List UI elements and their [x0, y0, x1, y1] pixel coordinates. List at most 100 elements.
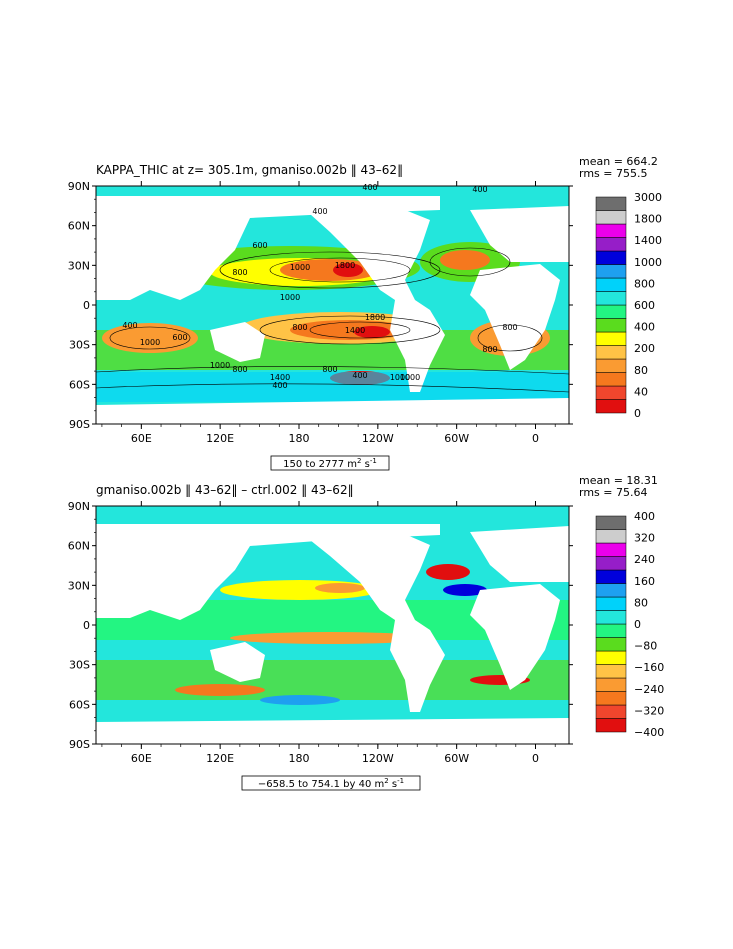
bottom-colorbar-swatch — [595, 542, 627, 557]
bottom-colorbar-swatch — [595, 677, 627, 692]
bottom-stat-rms: rms = 75.64 — [579, 486, 647, 499]
bottom-xtick-label: 120E — [206, 752, 234, 765]
top-land-antarctica — [96, 398, 569, 424]
top-ytick-label: 30S — [69, 339, 90, 352]
top-colorbar-label: 3000 — [634, 191, 662, 204]
top-contour-label: 800 — [502, 323, 517, 332]
top-colorbar-label: 1400 — [634, 234, 662, 247]
bottom-colorbar-label: 240 — [634, 553, 655, 566]
top-colorbar-label: 1000 — [634, 256, 662, 269]
bottom-colorbar-swatch — [595, 556, 627, 571]
top-xtick-label: 0 — [532, 432, 539, 445]
top-colorbar-swatch — [595, 345, 627, 360]
top-stat-mean: mean = 664.2 — [579, 155, 658, 168]
top-contour-label: 800 — [232, 365, 247, 374]
bottom-land-asia — [96, 524, 440, 620]
top-colorbar-swatch — [595, 210, 627, 225]
top-colorbar-label: 80 — [634, 364, 648, 377]
top-colorbar-swatch — [595, 291, 627, 306]
bottom-colorbar-swatch — [595, 515, 627, 530]
bottom-colorbar: 400 320 240 160 80 0 −80 −160 −240 −320 −400 — [595, 510, 664, 739]
top-contour-label: 600 — [172, 333, 187, 342]
top-contour-label: 1800 — [335, 261, 355, 270]
top-colorbar-swatch — [595, 358, 627, 373]
top-stat-rms: rms = 755.5 — [579, 167, 647, 180]
bottom-map — [96, 506, 569, 744]
top-contour-label: 1000 — [210, 361, 230, 370]
bottom-colorbar-swatch — [595, 637, 627, 652]
top-ytick-label: 60S — [69, 378, 90, 391]
bottom-colorbar-label: 0 — [634, 618, 641, 631]
bottom-ytick-label: 60S — [69, 698, 90, 711]
top-land-asia — [96, 196, 440, 300]
top-range-box — [270, 455, 390, 471]
bottom-land-americas — [310, 532, 445, 712]
top-contours — [96, 247, 569, 393]
top-contour-label: 400 — [272, 381, 287, 390]
bottom-xtick-label: 60E — [131, 752, 152, 765]
top-land-americas — [310, 208, 445, 392]
top-contour-label: 400 — [122, 321, 137, 330]
bottom-colorbar-swatch — [595, 664, 627, 679]
top-title: KAPPA_THIC at z= 305.1m, gmaniso.002b ‖ … — [96, 163, 403, 177]
top-colorbar-swatch — [595, 264, 627, 279]
bottom-ytick-label: 30S — [69, 659, 90, 672]
bottom-land — [96, 524, 569, 744]
top-colorbar-swatch — [595, 399, 627, 414]
bottom-land-europe — [470, 526, 569, 582]
bottom-colorbar-swatch — [595, 623, 627, 638]
bottom-ytick-label: 0 — [83, 619, 90, 632]
top-colorbar-swatch — [595, 237, 627, 252]
top-colorbar-swatch — [595, 250, 627, 265]
bottom-feature-spac — [230, 632, 430, 644]
top-contour-label: 1800 — [365, 313, 385, 322]
bottom-colorbar-swatch — [595, 583, 627, 598]
top-colorbar-label: 40 — [634, 385, 648, 398]
top-colorbar-label: 400 — [634, 321, 655, 334]
top-feature-indian — [102, 323, 198, 353]
top-map — [96, 186, 569, 424]
bottom-feature-soc1 — [175, 684, 265, 696]
top-contour-label: 1000 — [290, 263, 310, 272]
bottom-xtick-label: 60W — [444, 752, 469, 765]
top-colorbar-swatch — [595, 331, 627, 346]
top-axes: 90N 60N 30N 0 30S 60S 90S 60E 120E 180 120W 60W 0 400… — [68, 180, 573, 445]
bottom-panel: gmaniso.002b ‖ 43–62‖ – ctrl.002 ‖ 43–62… — [68, 474, 664, 791]
bottom-colorbar-label: −160 — [634, 661, 664, 674]
top-colorbar-swatch — [595, 277, 627, 292]
bottom-axes: 90N 60N 30N 0 30S 60S 90S 60E 120E 180 120W 60W 0 — [68, 500, 573, 765]
top-contour-label: 1000 — [390, 373, 410, 382]
top-contour-label: 400 — [362, 183, 377, 192]
top-colorbar-label: 800 — [634, 277, 655, 290]
top-xtick-label: 60E — [131, 432, 152, 445]
top-contour-label: 1400 — [345, 326, 365, 335]
bottom-range-label: −658.5 to 754.1 by 40 m2 s-1 — [258, 777, 404, 790]
top-colorbar-swatch — [595, 318, 627, 333]
top-xtick-label: 120E — [206, 432, 234, 445]
top-colorbar-swatch — [595, 196, 627, 211]
top-colorbar-swatch — [595, 385, 627, 400]
top-colorbar-swatch — [595, 372, 627, 387]
top-range-label: 150 to 2777 m2 s-1 — [283, 457, 377, 470]
bottom-feature-npac2 — [315, 583, 365, 593]
bottom-title: gmaniso.002b ‖ 43–62‖ – ctrl.002 ‖ 43–62… — [96, 483, 354, 497]
top-contour-label: 400 — [352, 371, 367, 380]
bottom-colorbar-swatch — [595, 529, 627, 544]
bottom-colorbar-swatch — [595, 691, 627, 706]
top-contour-label: 800 — [322, 365, 337, 374]
top-ytick-label: 90S — [69, 418, 90, 431]
top-feature-natl2 — [440, 250, 490, 270]
top-colorbar-label: 200 — [634, 342, 655, 355]
bottom-colorbar-label: −80 — [634, 640, 657, 653]
top-land-africa — [470, 264, 560, 370]
bottom-colorbar-label: −320 — [634, 704, 664, 717]
top-contour-label: 600 — [252, 241, 267, 250]
bottom-range-box — [241, 775, 421, 791]
top-colorbar-label: 1800 — [634, 213, 662, 226]
top-band-soc — [96, 372, 569, 402]
bottom-colorbar-label: 400 — [634, 510, 655, 523]
top-land-europe — [470, 206, 569, 262]
top-ytick-label: 90N — [68, 180, 90, 193]
bottom-feature-gulf — [426, 564, 470, 580]
top-land — [96, 196, 569, 424]
